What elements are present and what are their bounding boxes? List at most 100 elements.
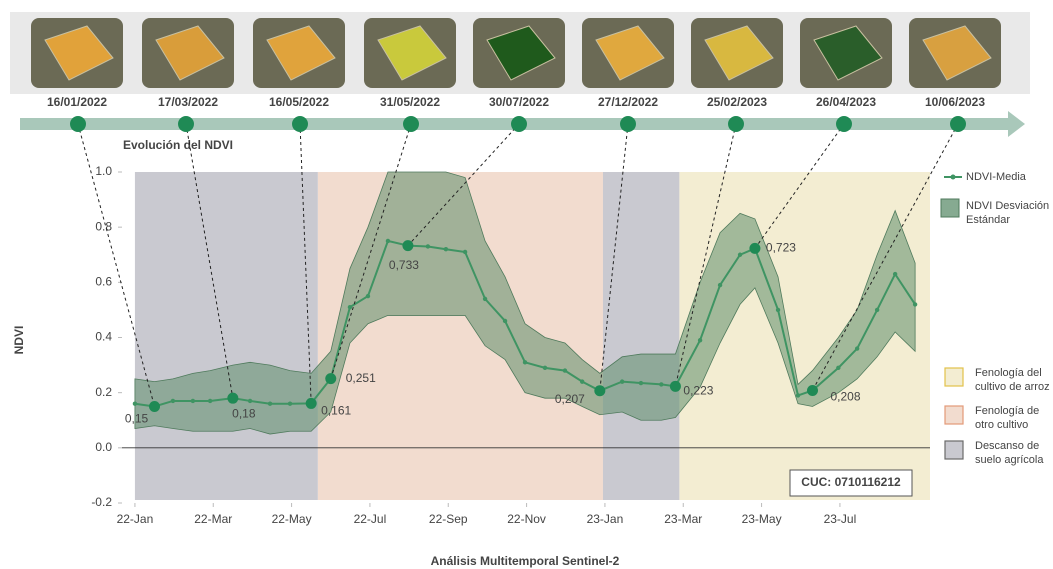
mean-point [482,296,488,302]
mean-point [247,398,253,404]
mean-point [580,379,585,384]
highlight-point [149,400,161,412]
legend-label: NDVI-Media [966,171,1026,183]
mean-point [775,307,781,313]
y-tick-label: 0.8 [95,219,112,233]
timeline-dot [292,116,308,132]
link-line [812,123,959,391]
milestone-date: 17/03/2022 [158,95,218,109]
thumbnail-field [155,25,225,81]
legend-swatch [940,198,960,218]
mean-point [365,293,371,299]
y-tick-label: -0.2 [91,495,112,509]
mean-point [170,398,176,404]
timeline-dot [728,116,744,132]
mean-point [737,252,743,257]
value-label: 0,15 [125,412,149,426]
timeline-dot [950,116,966,132]
x-tick-label: 22-Nov [507,512,546,526]
timeline-dot [511,116,527,132]
x-tick-label: 23-Jan [587,512,624,526]
milestone-date: 26/04/2023 [816,95,876,109]
region-swatch [944,367,964,387]
mean-point [562,368,568,373]
mean-point [717,282,723,288]
milestone-date: 31/05/2022 [380,95,440,109]
link-line [330,123,412,379]
region-legend-label: Fenología del cultivo de arroz [975,367,1050,393]
mean-point [522,360,528,365]
x-tick-label: 23-Jul [824,512,857,526]
milestone-date: 25/02/2023 [707,95,767,109]
mean-point [892,271,898,277]
highlight-point [669,380,681,392]
timeline-dot [70,116,86,132]
chart-title: Evolución del NDVI [123,138,233,152]
region-swatch [944,405,964,425]
thumbnail-field [266,25,336,81]
mean-point [542,365,548,371]
std-band [134,171,916,435]
thumbnail-field [704,25,774,81]
y-axis-label: NDVI [12,326,26,355]
milestone-date: 16/05/2022 [269,95,329,109]
thumbnail-field [44,25,114,81]
x-tick-label: 22-Sep [429,512,468,526]
milestone-date: 30/07/2022 [489,95,549,109]
x-axis-label: Análisis Multitemporal Sentinel-2 [431,554,620,568]
mean-point [874,307,880,313]
highlight-point [749,242,761,254]
highlight-point [325,373,337,385]
y-tick-label: 1.0 [95,164,112,178]
link-line [185,123,234,399]
mean-point [854,346,860,351]
mean-point [443,247,449,252]
link-line [299,123,312,404]
annotation: CUC: 0710116212 [801,475,901,489]
mean-point [462,249,468,255]
value-label: 0,207 [555,392,585,406]
y-tick-label: 0.2 [95,385,112,399]
value-label: 0,208 [830,390,860,404]
value-label: 0,733 [389,258,419,272]
timeline-arrow [1008,111,1025,137]
mean-point [287,401,293,406]
phase-region [602,172,680,500]
link-line [599,123,629,391]
timeline-dot [620,116,636,132]
thumbnail-field [922,25,992,81]
highlight-point [305,397,317,409]
value-label: 0,251 [346,371,376,385]
mean-point [659,382,664,387]
y-tick-label: 0.4 [95,330,112,344]
mean-point [190,398,196,404]
thumbnail-field [486,25,556,81]
thumbnail-field [377,25,447,81]
timeline-dot [836,116,852,132]
x-tick-label: 23-May [742,512,782,526]
legend-dot [950,174,956,180]
highlight-point [594,385,606,397]
timeline-dot [403,116,419,132]
mean-point [502,318,508,324]
mean-point [267,401,273,406]
mean-point [795,393,801,398]
value-label: 0,18 [232,406,256,420]
region-legend-label: Fenología de otro cultivo [975,405,1040,431]
mean-point [385,238,391,244]
highlight-point [402,240,414,252]
y-tick-label: 0.6 [95,275,112,289]
highlight-point [807,384,819,396]
mean-point [425,244,431,249]
mean-point [836,365,841,371]
thumbnail-field [595,25,665,81]
x-tick-label: 22-Mar [194,512,232,526]
mean-point [347,304,353,310]
value-label: 0,723 [766,241,796,255]
mean-point [207,398,213,404]
legend-label: NDVI Desviación Estándar [966,200,1050,226]
milestone-date: 10/06/2023 [925,95,985,109]
mean-point [132,401,138,406]
link-line [77,123,155,407]
